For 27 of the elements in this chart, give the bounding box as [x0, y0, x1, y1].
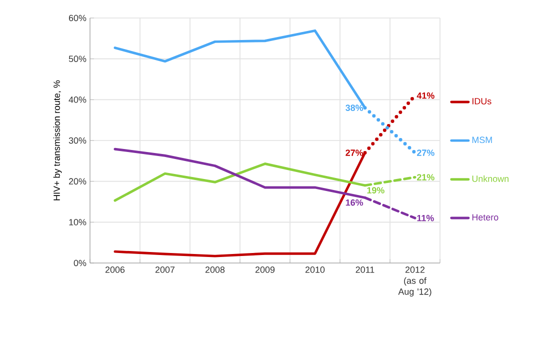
x-tick-label: 2008 — [205, 266, 225, 273]
legend-label: IDUs — [472, 98, 492, 104]
data-label: 27% — [417, 150, 434, 156]
x-tick-label: 2007 — [155, 266, 175, 273]
x-tick-label: 2009 — [255, 266, 275, 273]
y-tick-label: 30% — [68, 137, 86, 144]
y-tick-label: 20% — [68, 178, 86, 185]
data-label: 19% — [367, 187, 384, 194]
data-label: 16% — [346, 199, 364, 206]
y-tick-label: 40% — [68, 96, 86, 103]
legend-label: Hetero — [472, 214, 498, 220]
x-tick-label: 2011 — [356, 266, 374, 273]
y-tick-label: 60% — [68, 14, 86, 22]
x-tick-label: 2006 — [105, 266, 125, 273]
data-label: 38% — [346, 104, 364, 112]
data-label: 11% — [417, 214, 434, 222]
x-tick-label: 2010 — [305, 266, 325, 273]
legend-label: MSM — [472, 136, 492, 144]
data-label: 21% — [417, 174, 434, 180]
y-axis-title: HIV+ by transmission route, % — [53, 80, 62, 200]
legend-label: Unknown — [472, 175, 508, 182]
x-tick-label: 2012 (as of Aug '12) — [398, 266, 432, 297]
y-tick-label: 50% — [68, 56, 86, 62]
data-label: 27% — [346, 150, 364, 156]
y-tick-label: 0% — [74, 260, 86, 266]
y-tick-label: 10% — [69, 218, 86, 226]
data-label: 41% — [416, 92, 434, 99]
